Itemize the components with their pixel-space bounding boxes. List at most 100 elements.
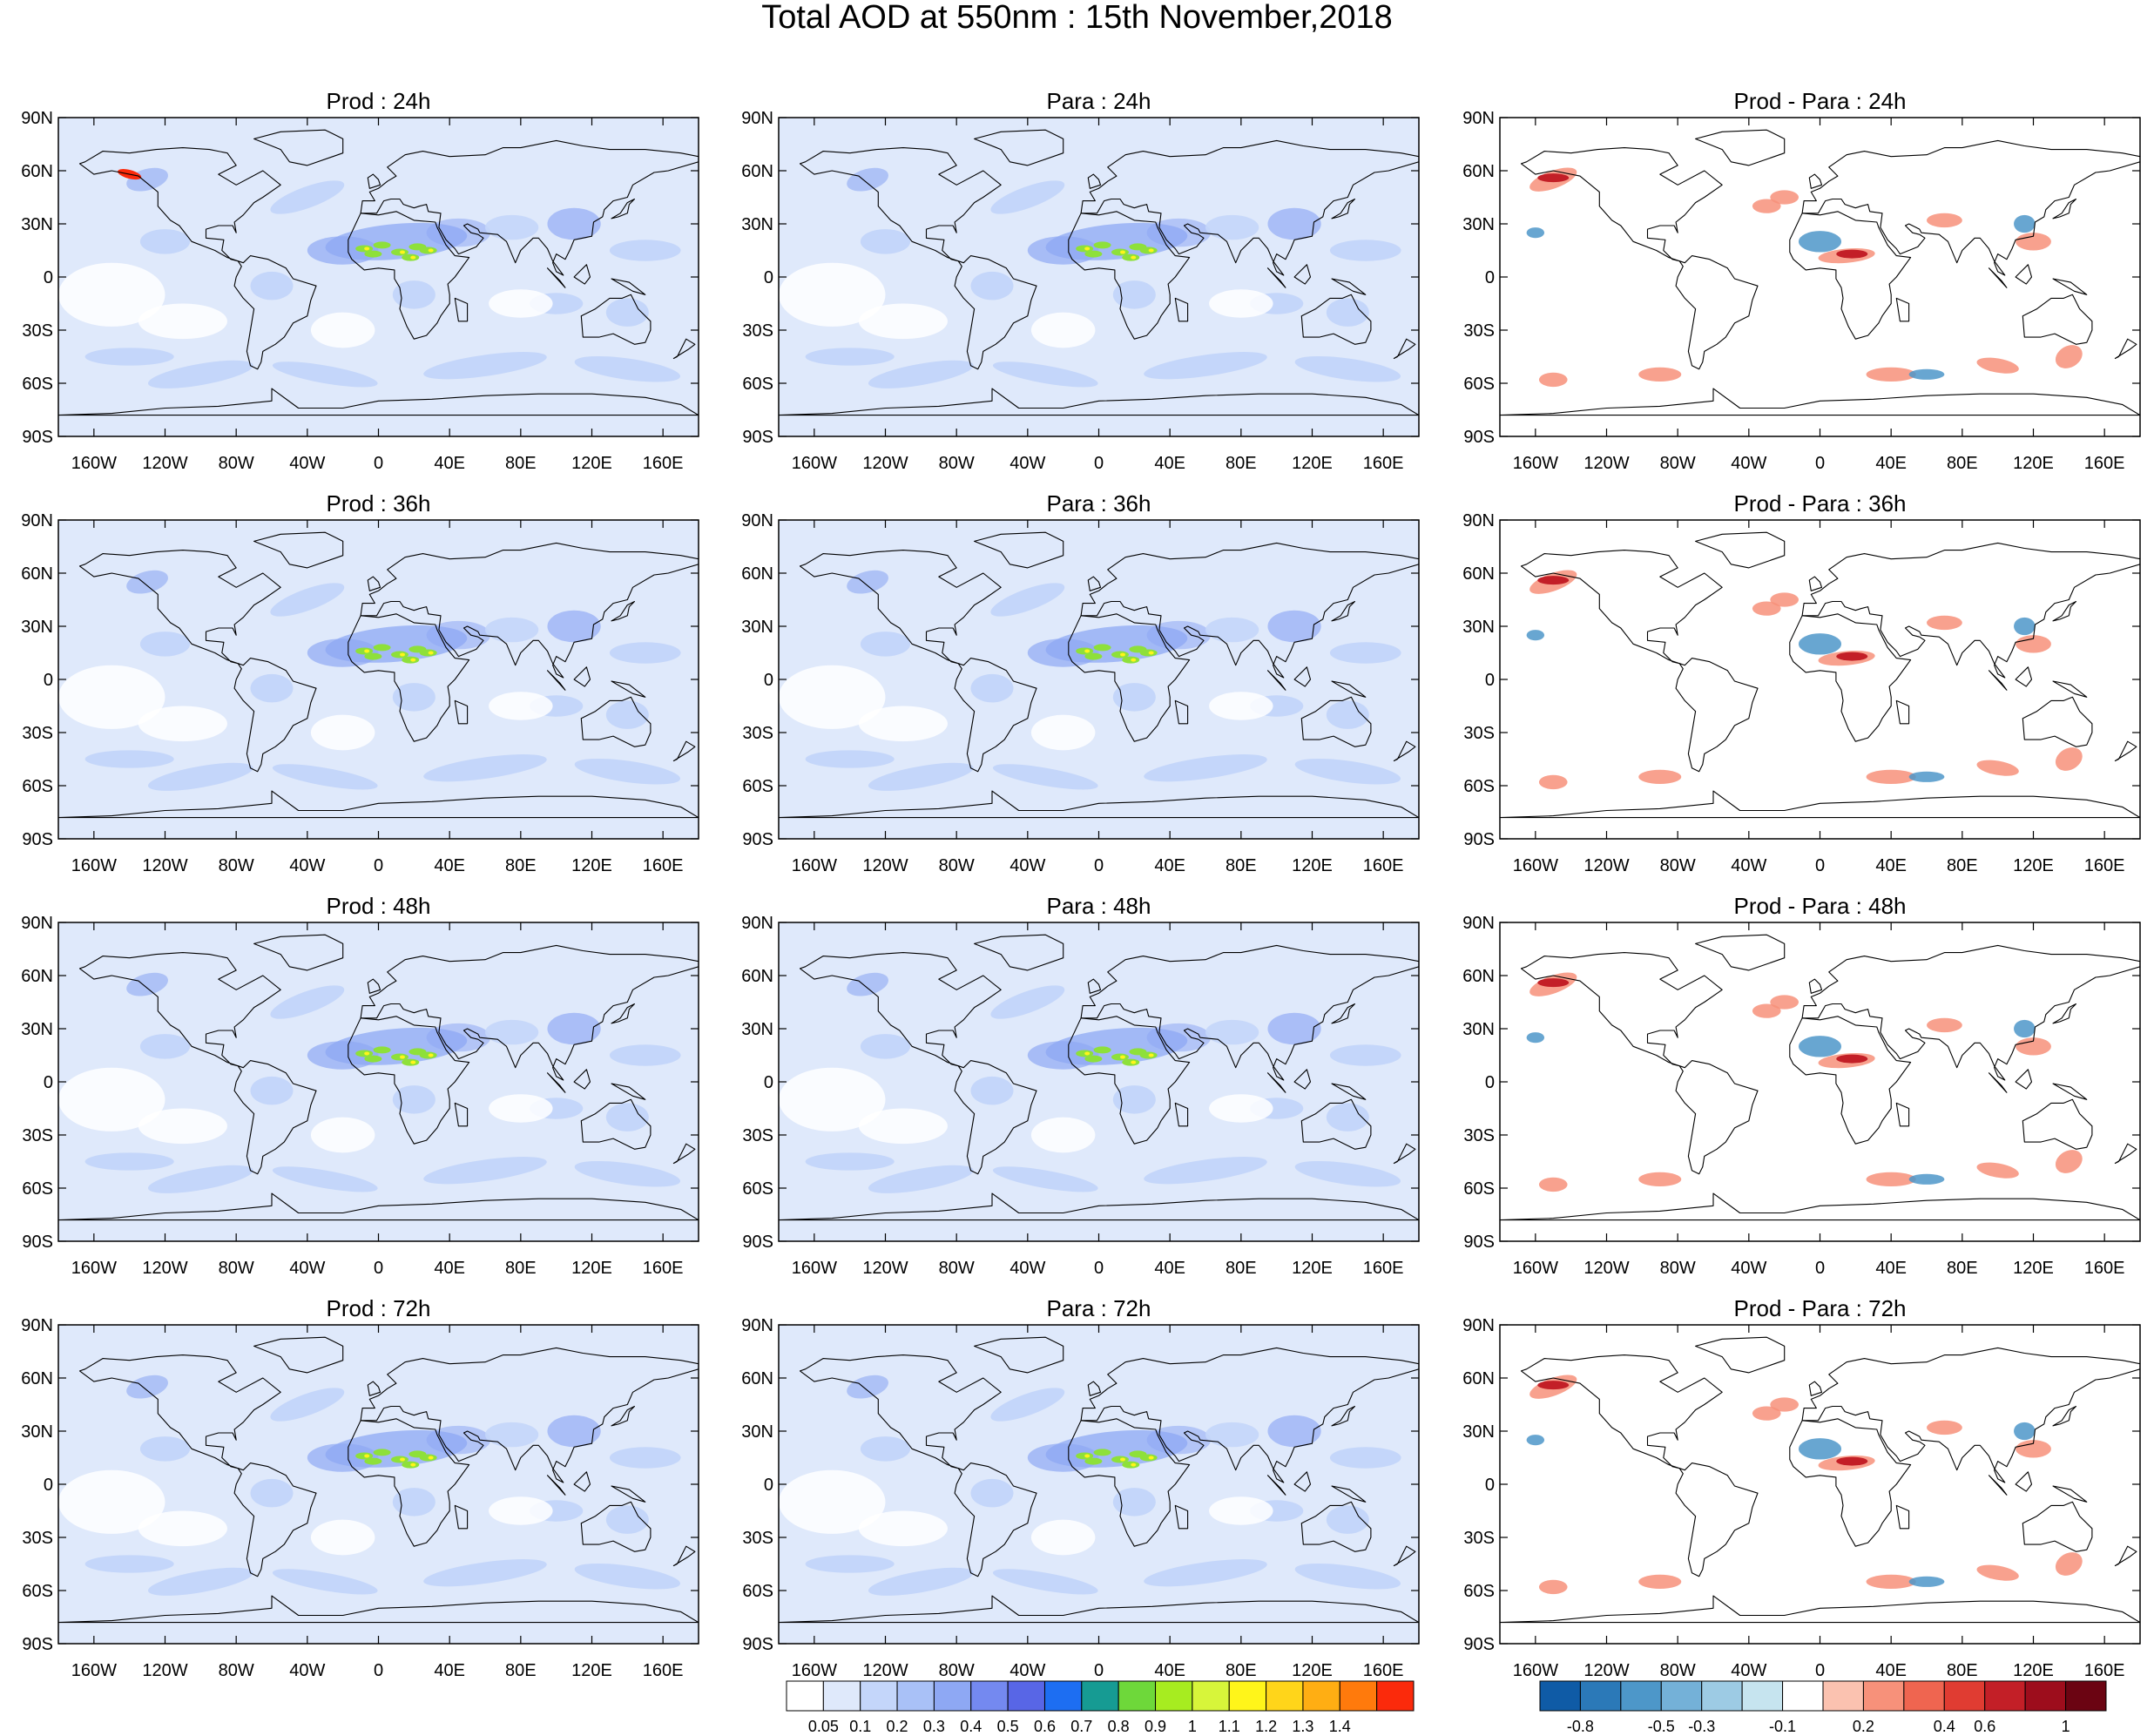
aod-region-16 xyxy=(1326,1103,1369,1131)
dust-plume-2 xyxy=(373,644,391,652)
lat-tick-label: 60S xyxy=(742,777,773,796)
lon-tick-label: 120W xyxy=(142,1259,187,1278)
lon-tick-label: 160W xyxy=(71,1661,117,1680)
aod-region-9 xyxy=(423,1157,547,1185)
coastline-9 xyxy=(1331,198,1356,220)
coastline-3 xyxy=(954,658,1037,773)
coastline-9 xyxy=(1331,1405,1356,1427)
coastline-3 xyxy=(1675,255,1759,370)
strong-positive-difference-2 xyxy=(1836,652,1868,661)
lat-tick-label: 90S xyxy=(1463,1233,1495,1252)
aod-region-14 xyxy=(1112,683,1156,712)
aod-region-10 xyxy=(1294,355,1401,382)
coastline-1 xyxy=(799,952,1002,1067)
lon-tick-label: 80E xyxy=(1947,1259,1978,1278)
coastline-3 xyxy=(233,658,317,773)
dust-core-7 xyxy=(1148,248,1154,253)
aod-region-13 xyxy=(1329,1447,1401,1469)
aod-region-13 xyxy=(609,1044,681,1066)
colorbar-swatch xyxy=(1007,1680,1045,1712)
aod-region-17 xyxy=(250,673,294,703)
aod-region-13 xyxy=(1329,1044,1401,1066)
coastline-12 xyxy=(2052,278,2088,295)
coastline-1 xyxy=(78,952,281,1067)
aod-region-18 xyxy=(139,632,191,657)
coastline-14 xyxy=(1393,338,1416,360)
aod-region-3 xyxy=(426,1023,491,1052)
lat-tick-label: 90S xyxy=(1463,830,1495,849)
lat-tick-label: 90S xyxy=(1463,1635,1495,1654)
aod-region-13 xyxy=(609,1447,681,1469)
coastline-3 xyxy=(1675,1462,1759,1577)
clean-air-region-3 xyxy=(310,1519,375,1556)
lat-tick-label: 90S xyxy=(22,428,53,447)
lon-tick-label: 80W xyxy=(939,856,975,875)
negative-difference-1 xyxy=(1799,1036,1841,1057)
colorbar-label: 0.4 xyxy=(960,1718,982,1735)
coastline-6 xyxy=(580,696,652,747)
negative-difference-1 xyxy=(1799,633,1841,655)
colorbar-swatch xyxy=(1339,1680,1378,1712)
dust-core-5 xyxy=(410,1060,416,1064)
coastline-12 xyxy=(2052,1485,2088,1503)
aod-region-9 xyxy=(1144,754,1267,782)
coastline-4 xyxy=(1068,1418,1191,1547)
aod-region-16 xyxy=(1326,298,1369,327)
lon-tick-label: 40W xyxy=(1731,1259,1766,1278)
coastline-9 xyxy=(2052,198,2077,220)
map-panel-4-2: 90N 60N 30N 0 30S 60S 90S 160W 120W 80W 40W 0 40E 80E… xyxy=(741,1295,1420,1680)
coastline-10 xyxy=(1988,670,2008,691)
coastline-12 xyxy=(1331,680,1367,698)
clean-air-region-3 xyxy=(310,312,375,348)
clean-air-region-4 xyxy=(489,1496,553,1525)
lon-tick-label: 0 xyxy=(1094,856,1104,875)
aod-region-17 xyxy=(250,1478,294,1508)
lat-tick-label: 60S xyxy=(22,375,53,394)
lat-tick-label: 0 xyxy=(1485,1476,1495,1495)
aod-region-8 xyxy=(992,764,1098,790)
aod-region-16 xyxy=(605,298,649,327)
positive-difference-7 xyxy=(1976,1162,2019,1179)
colorbar-swatch xyxy=(1782,1680,1824,1712)
negative-difference-2 xyxy=(2014,617,2036,636)
aod-region-7 xyxy=(868,762,974,791)
coastline-6 xyxy=(1300,294,1372,345)
lon-tick-label: 0 xyxy=(1815,454,1825,473)
coastline-5 xyxy=(360,542,699,679)
lat-tick-label: 60S xyxy=(1463,1179,1495,1199)
aod-region-11 xyxy=(84,348,174,366)
dust-core-3 xyxy=(1120,1457,1125,1462)
negative-difference-4 xyxy=(1526,1435,1545,1446)
positive-difference-9 xyxy=(1752,1003,1781,1018)
coastline-3 xyxy=(233,1060,317,1175)
lon-tick-label: 160E xyxy=(2084,1259,2125,1278)
coastline-8 xyxy=(367,1381,382,1396)
aod-region-10 xyxy=(574,1563,681,1590)
coastline-8 xyxy=(367,576,382,591)
panel-title: Prod - Para : 36h xyxy=(1734,490,1907,517)
dust-plume-6 xyxy=(1084,652,1103,660)
map-panel-2-3: 90N 60N 30N 0 30S 60S 90S 160W 120W 80W 40W 0 40E 80E… xyxy=(1462,490,2141,875)
coastline-5 xyxy=(1080,139,1419,276)
lat-tick-label: 90N xyxy=(21,1316,53,1335)
lat-tick-label: 60S xyxy=(742,375,773,394)
aod-region-10 xyxy=(1294,758,1401,785)
coastline-5 xyxy=(1801,1347,2140,1483)
lon-tick-label: 160W xyxy=(792,1661,837,1680)
aod-region-2 xyxy=(1027,1443,1099,1472)
lat-tick-label: 0 xyxy=(1485,1073,1495,1092)
lat-tick-label: 60N xyxy=(21,564,53,584)
coastline-3 xyxy=(233,1462,317,1577)
aod-region-16 xyxy=(1326,1505,1369,1534)
aod-region-10 xyxy=(574,758,681,785)
negative-difference-2 xyxy=(2014,1019,2036,1038)
lat-tick-label: 90N xyxy=(741,914,773,933)
colorbar-label: 0.9 xyxy=(1145,1718,1166,1735)
coastline-4 xyxy=(348,211,470,340)
coastline-1 xyxy=(799,550,1002,665)
lon-tick-label: 80E xyxy=(1947,856,1978,875)
lon-tick-label: 160W xyxy=(1513,454,1558,473)
map-panel-2-1: 90N 60N 30N 0 30S 60S 90S 160W 120W 80W 40W 0 40E 80E… xyxy=(21,490,699,875)
lat-tick-label: 60N xyxy=(1462,967,1495,986)
clean-air-region-3 xyxy=(1030,714,1096,751)
